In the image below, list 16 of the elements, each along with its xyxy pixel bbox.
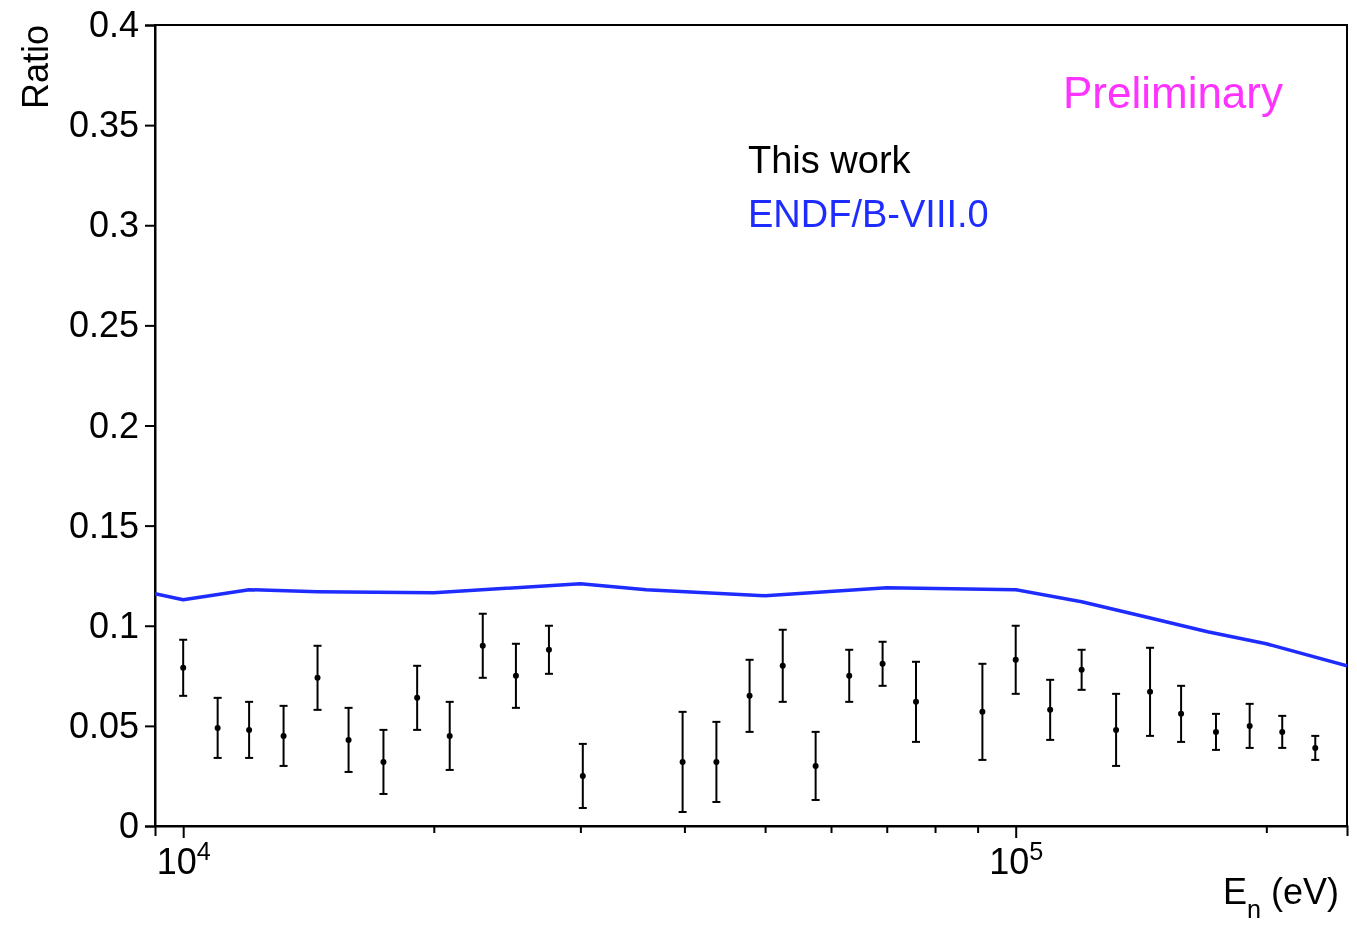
text: ENDF/B-VIII.0 — [748, 193, 989, 235]
y-tick-label: 0.2 — [88, 404, 139, 446]
y-tick-label: 0.1 — [88, 604, 139, 646]
y-tick-label: 0.3 — [88, 204, 139, 246]
y-tick-label: 0.15 — [68, 504, 139, 546]
y-tick-label: 0.05 — [68, 704, 139, 746]
x-tick-label: 10$^{4}$ — [156, 836, 211, 882]
text: This work — [748, 139, 912, 181]
x-axis-title: E$_{n}$ (eV) — [1222, 871, 1339, 923]
y-tick-label: 0.4 — [88, 4, 139, 46]
y-axis-title: Ratio — [15, 25, 56, 110]
y-tick-label: 0 — [118, 805, 139, 847]
x-tick-label: 10$^{5}$ — [989, 836, 1044, 882]
annotation: Preliminary — [1062, 68, 1283, 117]
y-tick-label: 0.35 — [68, 104, 139, 146]
y-tick-label: 0.25 — [68, 304, 139, 346]
